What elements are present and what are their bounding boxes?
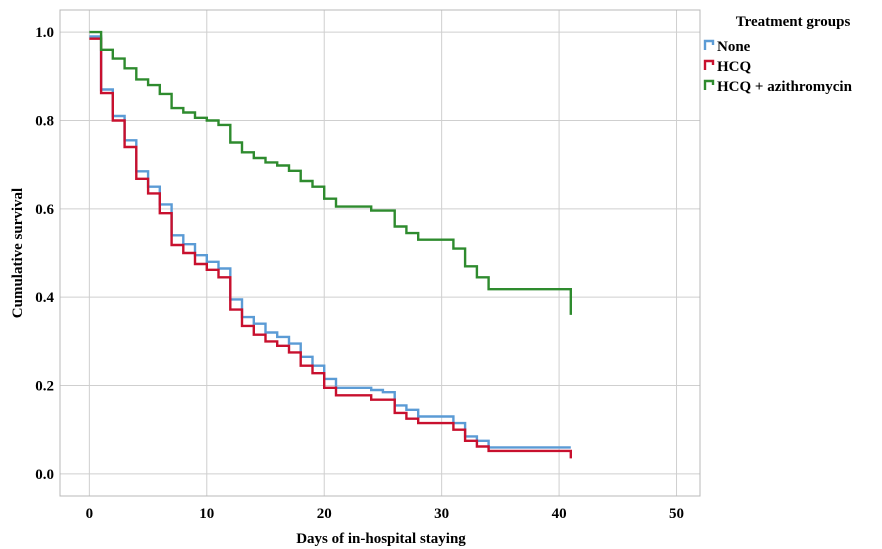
y-tick-label: 1.0 bbox=[35, 25, 54, 41]
y-axis-title: Cumulative survival bbox=[10, 188, 26, 318]
grid bbox=[60, 10, 700, 496]
series-group bbox=[89, 30, 572, 459]
legend-title: Treatment groups bbox=[736, 14, 851, 30]
series-line-1 bbox=[89, 37, 572, 459]
legend-label-2: HCQ + azithromycin bbox=[717, 79, 853, 95]
x-tick-label: 20 bbox=[317, 506, 332, 522]
legend: Treatment groups None HCQ HCQ + azithromyc… bbox=[703, 14, 853, 95]
y-tick-label: 0.0 bbox=[35, 467, 54, 483]
x-tick-label: 50 bbox=[669, 506, 684, 522]
x-tick-label: 30 bbox=[434, 506, 449, 522]
y-tick-label: 0.2 bbox=[35, 379, 54, 395]
x-axis-ticks: 0 10 20 30 40 50 bbox=[86, 506, 684, 522]
legend-swatch-2 bbox=[703, 79, 715, 90]
legend-swatch-0 bbox=[703, 39, 715, 50]
y-tick-label: 0.4 bbox=[35, 290, 54, 306]
y-tick-label: 0.8 bbox=[35, 113, 54, 129]
x-tick-label: 10 bbox=[199, 506, 214, 522]
plot-frame bbox=[59, 9, 701, 497]
legend-swatch-1 bbox=[703, 59, 715, 70]
y-axis-ticks: 0.0 0.2 0.4 0.6 0.8 1.0 bbox=[35, 25, 54, 483]
y-tick-label: 0.6 bbox=[35, 202, 54, 218]
legend-label-0: None bbox=[717, 39, 751, 55]
series-line-2 bbox=[89, 30, 572, 315]
x-tick-label: 0 bbox=[86, 506, 94, 522]
x-axis-title: Days of in-hospital staying bbox=[296, 531, 466, 547]
legend-label-1: HCQ bbox=[717, 59, 752, 75]
x-tick-label: 40 bbox=[552, 506, 567, 522]
